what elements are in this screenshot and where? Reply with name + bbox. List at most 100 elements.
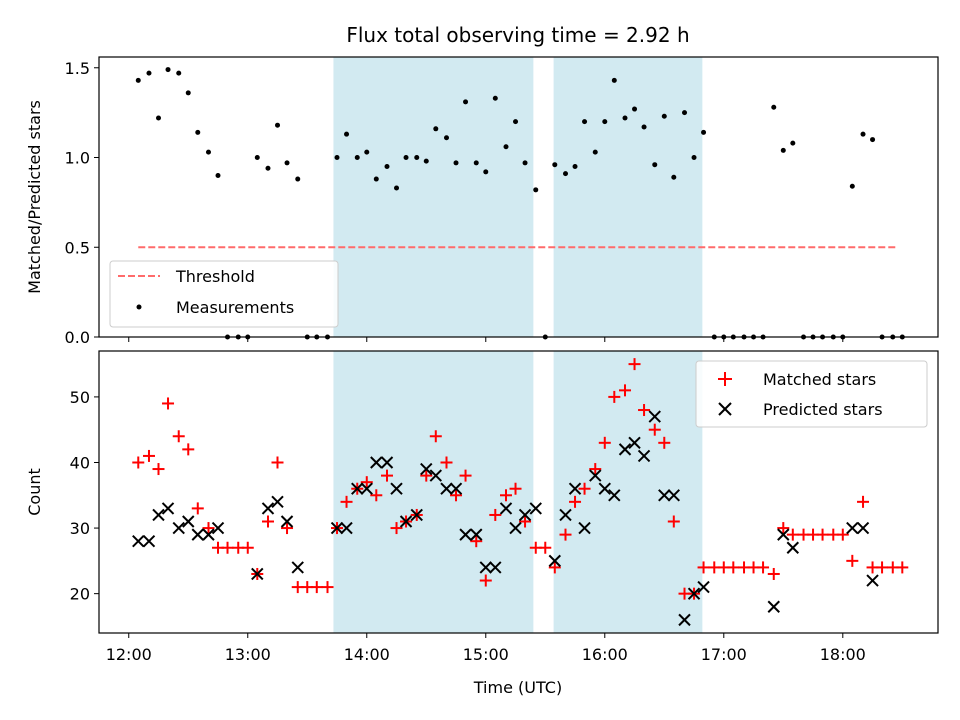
measurement-point [344,131,350,137]
predicted-star-stroke-b [856,521,870,535]
measurement-point [513,119,519,125]
predicted-star-point [479,561,492,574]
predicted-star-stroke-b [548,554,562,568]
measurement-point [682,110,688,116]
predicted-star-point [658,489,671,502]
predicted-star-point [678,613,691,627]
measurement-point [423,158,429,164]
matched-star-point [152,463,165,476]
measurement-point [602,119,608,125]
bottom-y-tick-label: 50 [70,388,90,407]
predicted-star-stroke-b [380,456,394,469]
matched-star-point [638,404,651,417]
predicted-star-stroke-b [420,462,433,476]
predicted-star-point [529,502,542,515]
measurement-point [671,174,677,180]
predicted-star-stroke-b [370,456,383,469]
bottom-x-tick-label: 15:00 [463,645,509,664]
measurement-point [205,149,211,155]
matched-star-point [896,561,909,574]
legend-threshold-label: Threshold [175,267,255,286]
bottom-y-axis-label: Count [25,468,44,516]
predicted-star-point [846,521,859,535]
measurement-point [275,122,281,128]
measurement-point [552,162,558,168]
predicted-star-stroke-b [866,574,879,587]
predicted-star-stroke-b [637,449,651,463]
predicted-star-point [618,443,632,456]
measurement-point [870,137,876,143]
top-legend-box [109,260,339,328]
measurement-point [215,172,221,178]
measurement-point [185,90,191,96]
top-shaded-band-0 [333,57,534,337]
bottom-x-tick-label: 18:00 [820,645,866,664]
predicted-star-stroke-b [687,587,701,600]
matched-star-point [380,469,393,482]
matched-star-point [489,508,502,521]
matched-star-point [182,443,195,456]
legend-measurements-label: Measurements [176,298,294,317]
predicted-star-stroke-b [568,482,582,495]
predicted-star-stroke-b [777,528,790,541]
bottom-x-ticks: 12:00 13:00 14:00 15:00 16:00 17:00 18:00 [106,633,866,664]
predicted-star-stroke-b [399,515,413,528]
measurement-point [334,155,340,161]
predicted-star-point [608,489,621,502]
measurement-point [522,160,528,166]
measurement-point [652,162,658,168]
measurement-point [592,149,598,155]
predicted-star-stroke-b [489,561,502,574]
measurement-point [284,160,290,166]
predicted-star-point [390,482,403,495]
top-y-tick-label: 0.5 [65,238,90,257]
predicted-star-stroke-b [846,521,859,535]
measurement-point [473,160,479,166]
predicted-star-stroke-b [191,528,204,541]
predicted-star-stroke-b [470,528,483,541]
bottom-legend-box [695,360,928,428]
predicted-star-point [202,528,215,541]
matched-star-point [559,528,572,541]
predicted-star-point [459,528,472,541]
predicted-star-stroke-b [598,482,611,495]
measurement-point [135,77,141,83]
predicted-star-point [598,482,611,495]
predicted-star-point [637,449,651,463]
bottom-legend: Matched stars Predicted stars [695,360,928,428]
matched-star-point [667,515,680,528]
predicted-star-point [518,508,532,522]
matched-star-point [162,397,175,410]
predicted-star-stroke-b [529,502,542,515]
bottom-x-tick-label: 16:00 [582,645,628,664]
matched-star-point [281,522,294,535]
predicted-star-point [410,508,423,522]
measurement-point [572,163,578,169]
predicted-star-point [470,528,483,541]
bottom-y-tick-label: 20 [70,585,90,604]
predicted-star-stroke-b [132,534,145,548]
legend-predicted-label: Predicted stars [763,400,883,419]
measurement-point [265,165,271,171]
matched-star-point [500,489,513,502]
measurement-point [860,131,866,137]
matched-star-point [271,456,284,469]
predicted-star-stroke-b [142,534,156,548]
measurement-point [780,147,786,153]
predicted-star-point [271,495,284,509]
predicted-star-stroke-b [182,515,195,528]
matched-star-point [241,541,254,554]
legend-matched-swatch [718,372,732,386]
predicted-star-stroke-b [340,521,353,535]
predicted-star-stroke-b [330,521,344,535]
bottom-shaded-band-1 [553,351,703,633]
predicted-star-stroke-b [608,489,621,502]
measurement-point [373,176,379,182]
matched-star-point [876,561,889,574]
measurement-point [354,155,360,161]
predicted-star-stroke-b [628,436,641,450]
predicted-star-stroke-b [678,613,691,627]
predicted-star-stroke-b [459,528,472,541]
